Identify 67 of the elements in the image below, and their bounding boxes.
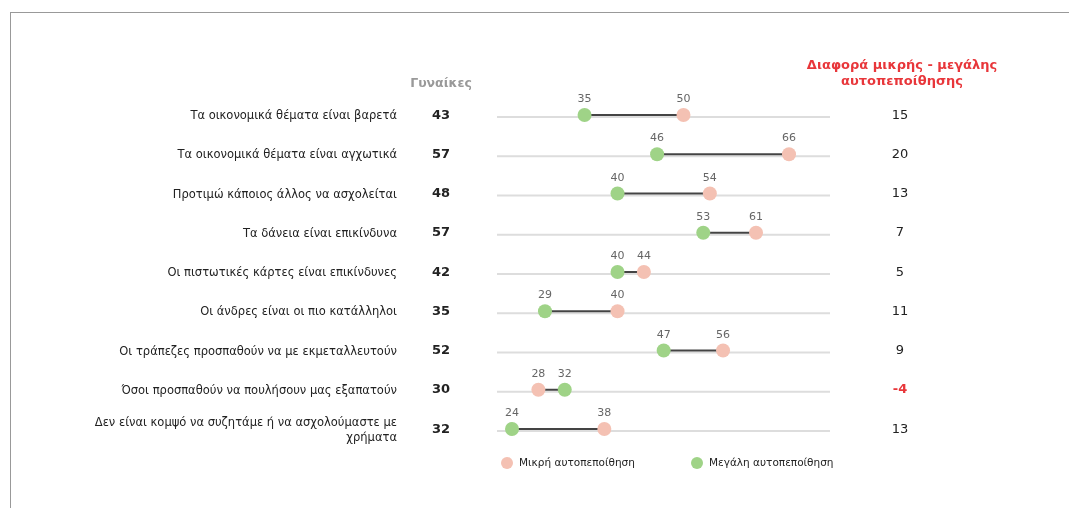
point bbox=[782, 147, 796, 162]
text: 32 bbox=[431, 420, 451, 436]
y-tick-label: Οι άνδρες είναι οι πιο κατάλληλοι bbox=[200, 303, 398, 318]
data-label: 28 bbox=[531, 366, 546, 380]
text: 11 bbox=[891, 302, 909, 318]
point bbox=[577, 108, 592, 122]
data-label: 40 bbox=[610, 170, 625, 184]
point bbox=[636, 265, 651, 279]
data-label: 50 bbox=[676, 92, 691, 105]
point bbox=[696, 225, 711, 240]
data-label: 46 bbox=[650, 131, 665, 145]
text: 42 bbox=[431, 263, 451, 279]
y-tick-label: Όσοι προσπαθούν να πουλήσουν μας εξαπατούν bbox=[120, 382, 397, 397]
point bbox=[716, 343, 731, 358]
data-label: 66 bbox=[782, 131, 796, 145]
text: 52 bbox=[431, 342, 451, 357]
point bbox=[650, 147, 665, 162]
text: 9 bbox=[895, 342, 905, 357]
text: 20 bbox=[891, 145, 909, 161]
point bbox=[676, 108, 691, 122]
data-label: 40 bbox=[610, 249, 625, 262]
text: 13 bbox=[891, 185, 909, 200]
point bbox=[610, 265, 625, 279]
text: Γυναίκες bbox=[410, 75, 472, 90]
text: -4 bbox=[892, 381, 908, 397]
point bbox=[610, 304, 625, 319]
point bbox=[537, 304, 552, 319]
y-tick-label: Τα δάνεια είναι επικίνδυνα bbox=[241, 225, 398, 240]
data-label: 40 bbox=[610, 288, 625, 302]
point bbox=[505, 422, 519, 436]
text: 43 bbox=[431, 106, 451, 122]
text: Διαφορά μικρής - μεγάλης αυτοπεποίθησης bbox=[806, 57, 998, 88]
point bbox=[557, 382, 572, 397]
data-label: 38 bbox=[597, 406, 612, 419]
data-label: 32 bbox=[557, 366, 572, 380]
legend-label: Μεγάλη αυτοπεποίθηση bbox=[709, 456, 834, 468]
data-label: 24 bbox=[505, 406, 519, 419]
point bbox=[749, 225, 764, 240]
y-tick-label: Οι τράπεζες προσπαθούν να με εκμεταλλευτούν bbox=[119, 343, 397, 357]
y-tick-label: Οι πιστωτικές κάρτες είναι επικίνδυνες bbox=[167, 264, 397, 279]
point bbox=[702, 186, 717, 201]
legend-label: Μικρή αυτοπεποίθηση bbox=[519, 456, 635, 468]
text: 5 bbox=[895, 263, 905, 279]
data-label: 61 bbox=[749, 209, 764, 223]
data-label: 35 bbox=[577, 92, 592, 105]
data-label: 53 bbox=[696, 209, 711, 223]
text: 15 bbox=[891, 106, 909, 122]
text: 35 bbox=[431, 302, 451, 318]
y-tick-label: Δεν είναι κομψό να συζητάμε ή να ασχολούμαστε με χρήματα bbox=[94, 414, 398, 443]
point bbox=[610, 186, 625, 201]
data-label: 54 bbox=[702, 170, 717, 184]
point bbox=[531, 382, 546, 397]
text: 7 bbox=[895, 224, 905, 240]
text: 13 bbox=[891, 420, 909, 436]
data-label: 29 bbox=[537, 288, 552, 302]
text: 57 bbox=[431, 224, 451, 240]
text: 57 bbox=[431, 145, 451, 161]
y-tick-label: Τα οικονομικά θέματα είναι αγχωτικά bbox=[176, 146, 398, 161]
data-label: 47 bbox=[656, 327, 671, 341]
text: 30 bbox=[431, 381, 451, 397]
y-tick-label: Τα οικονομικά θέματα είναι βαρετά bbox=[189, 107, 398, 122]
text: 48 bbox=[431, 185, 451, 200]
data-label: 56 bbox=[716, 327, 731, 341]
y-tick-label: Προτιμώ κάποιος άλλος να ασχολείται bbox=[172, 186, 398, 200]
point bbox=[597, 422, 612, 436]
data-label: 44 bbox=[636, 249, 651, 262]
point bbox=[656, 343, 671, 358]
